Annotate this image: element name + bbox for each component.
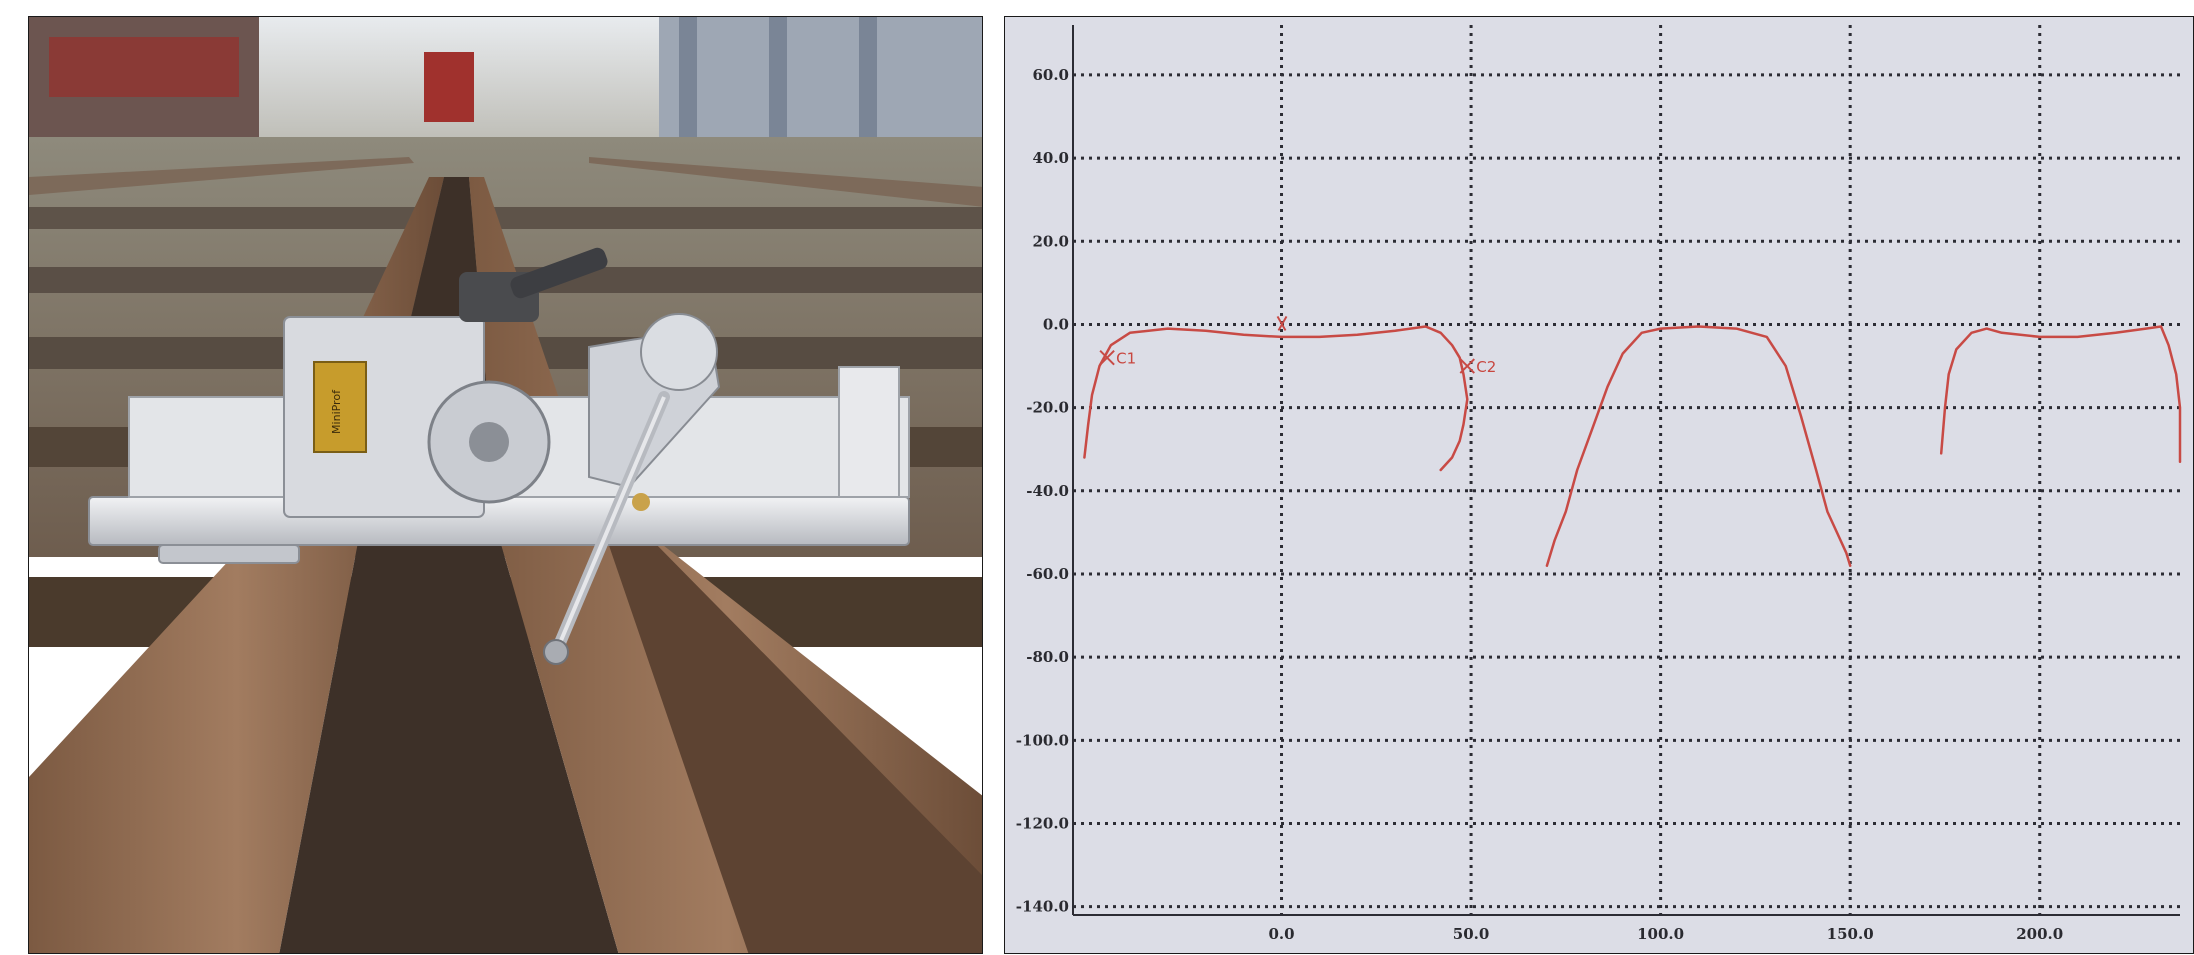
y-tick-label: -140.0 [1016,898,1069,916]
rail-profile-chart: 60.0 40.0 20.0 0.0 -20.0 -40.0 -60.0 -80.0 -100.… [1004,16,2194,954]
device-plate-label: MiniProf [330,389,343,434]
profile-line-2 [1545,325,1852,567]
origin-mark [1276,315,1288,331]
chart-axes [1072,25,2180,916]
x-tick-label: 50.0 [1453,925,1490,943]
chart-grid [1073,25,2180,915]
x-tick-label: 150.0 [1827,925,1874,943]
marker-cross [1099,350,1115,366]
marker-label: C2 [1476,358,1496,376]
y-tick-label: 40.0 [1032,149,1069,167]
y-tick-label: 20.0 [1032,232,1069,250]
y-tick-label: -80.0 [1026,648,1069,666]
y-tick-label: 0.0 [1043,315,1069,333]
marker-label: C1 [1116,350,1136,368]
x-tick-label: 100.0 [1637,925,1684,943]
chart-canvas: 60.0 40.0 20.0 0.0 -20.0 -40.0 -60.0 -80.0 -100.… [1016,25,2182,943]
chart-series [1083,325,2182,567]
x-tick-label: 200.0 [2016,925,2063,943]
y-tick-label: -40.0 [1026,482,1069,500]
rail-profile-device-photo: MiniProf [28,16,983,954]
y-tick-label: -60.0 [1026,565,1069,583]
y-tick-label: -20.0 [1026,399,1069,417]
y-tick-label: 60.0 [1032,66,1069,84]
chart-annotations: C1 C2 [1099,315,1496,376]
profile-line-1 [1083,325,1469,472]
profile-line-3 [1939,325,2182,463]
chart-tick-labels: 60.0 40.0 20.0 0.0 -20.0 -40.0 -60.0 -80.0 -100.… [1016,66,2063,943]
x-tick-label: 0.0 [1268,925,1294,943]
y-tick-label: -120.0 [1016,815,1069,833]
photo-illustration: MiniProf [29,17,982,953]
y-tick-label: -100.0 [1016,731,1069,749]
marker-cross [1459,358,1475,374]
